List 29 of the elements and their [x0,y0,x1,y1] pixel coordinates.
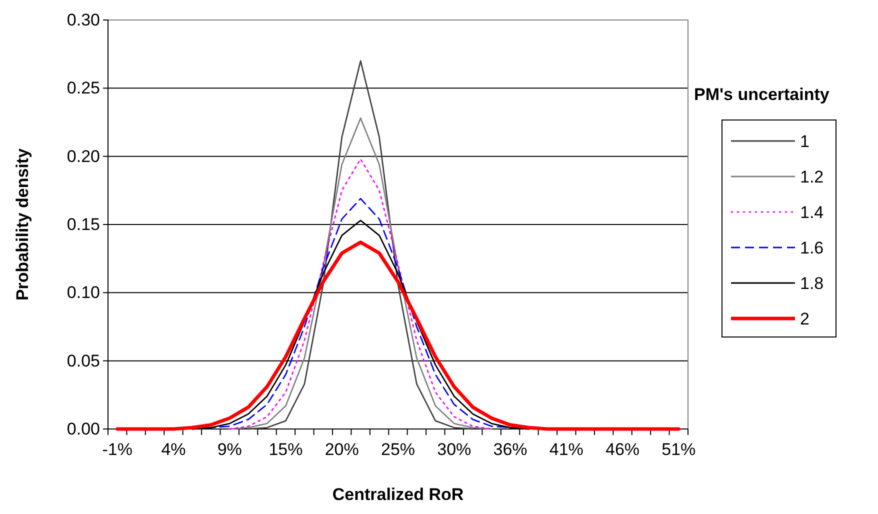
x-tick-label: -1% [102,440,132,460]
legend-label: 1 [800,132,810,151]
y-axis-title: Probability density [13,148,32,301]
x-tick-label: 51% [662,440,696,460]
y-tick-label: 0.15 [66,214,100,234]
y-tick-label: 0.25 [66,78,100,98]
legend-label: 1.6 [800,238,824,258]
x-tick-label: 4% [161,440,186,460]
line-series [248,60,474,430]
y-tick-label: 0.05 [66,351,100,370]
line-series [116,240,680,431]
x-tick-label: 30% [437,440,472,460]
y-tick-label: 0.10 [66,283,100,302]
x-tick-label: 36% [493,440,528,460]
x-axis-title: Centralized RoR [332,485,464,504]
legend-label: 2 [800,310,810,328]
y-tick-label: 0.00 [66,419,100,438]
legend-label: 1.2 [800,168,824,186]
y-tick-label: 0.30 [66,10,100,30]
x-tick-label: 15% [268,440,303,460]
x-tick-label: 41% [549,440,584,460]
x-tick-label: 9% [217,440,242,460]
x-tick-label: 25% [380,440,416,460]
y-tick-label: 0.20 [66,146,100,166]
x-tick-label: 20% [324,440,359,460]
legend-label: 1.4 [800,203,824,222]
legend-title: PM's uncertainty [694,85,830,104]
x-tick-label: 46% [606,440,640,460]
legend-label: 1.8 [800,274,824,293]
